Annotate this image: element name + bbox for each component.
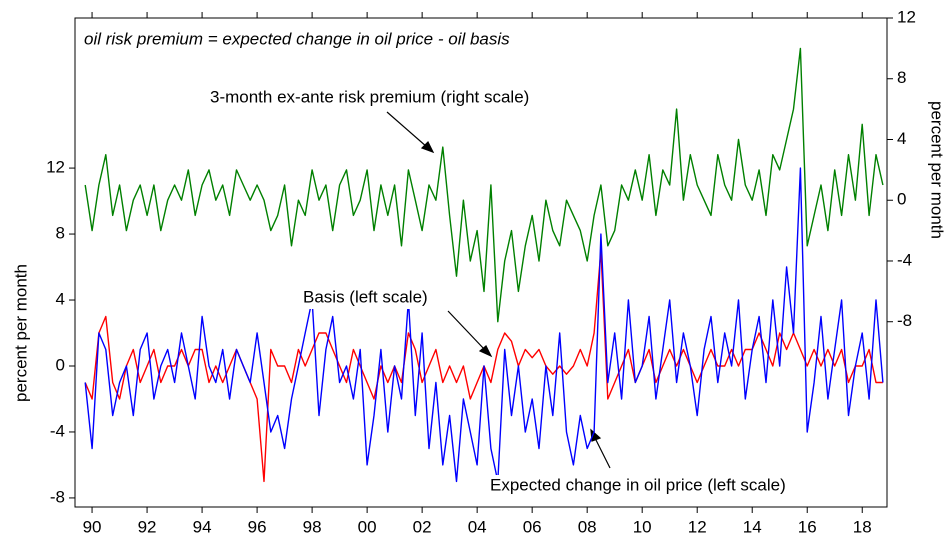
x-tick-label: 08 <box>578 517 597 536</box>
plot-frame <box>74 17 888 508</box>
y-tick-label: 4 <box>56 290 65 309</box>
y2-tick-label: 0 <box>897 190 906 209</box>
y2-tick-label: -4 <box>897 250 912 269</box>
x-tick-label: 98 <box>303 517 322 536</box>
annotation-arrows <box>386 111 611 469</box>
y2-tick-label: 8 <box>897 68 906 87</box>
y-axis-label: percent per month <box>11 264 30 402</box>
x-tick-label: 06 <box>523 517 542 536</box>
series-line <box>84 167 884 483</box>
x-tick-label: 14 <box>743 517 762 536</box>
x-tick-label: 94 <box>193 517 212 536</box>
x-tick-label: 02 <box>413 517 432 536</box>
x-tick-label: 16 <box>798 517 817 536</box>
y2-tick-label: 12 <box>897 7 916 26</box>
x-tick-label: 10 <box>633 517 652 536</box>
x-tick-label: 92 <box>138 517 157 536</box>
annotation: 3-month ex-ante risk premium (right scal… <box>210 87 529 106</box>
y2-tick-label: -8 <box>897 311 912 330</box>
x-tick-label: 18 <box>853 517 872 536</box>
x-tick-label: 96 <box>248 517 267 536</box>
y-tick-label: 0 <box>56 355 65 374</box>
chart-title: oil risk premium = expected change in oi… <box>84 29 510 48</box>
x-tick-label: 04 <box>468 517 487 536</box>
x-tick-label: 12 <box>688 517 707 536</box>
x-tick-label: 00 <box>358 517 377 536</box>
y2-axis-label: percent per month <box>928 101 947 239</box>
x-tick-label: 90 <box>83 517 102 536</box>
y-tick-label: -4 <box>50 421 65 440</box>
annotation: Expected change in oil price (left scale… <box>490 475 786 494</box>
y-tick-label: 8 <box>56 224 65 243</box>
y2-tick-label: 4 <box>897 129 906 148</box>
annotation: Basis (left scale) <box>303 287 428 306</box>
annotation-bg <box>488 475 788 497</box>
annotation-bg <box>301 287 430 309</box>
series-line <box>84 47 884 323</box>
annotation-bg <box>208 87 532 109</box>
y-tick-label: -8 <box>50 487 65 506</box>
y-tick-label: 12 <box>46 158 65 177</box>
